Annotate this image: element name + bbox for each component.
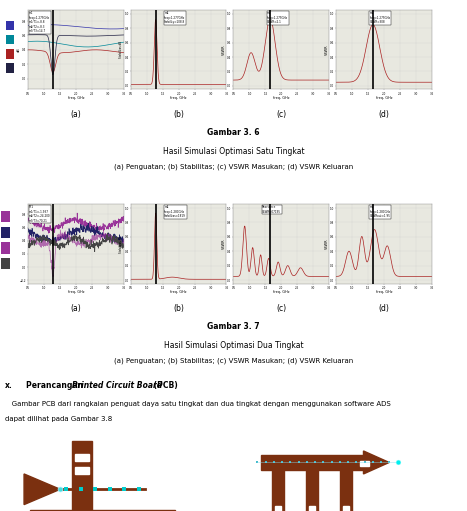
Text: Gambar PCB dari rangkaian penguat daya satu tingkat dan dua tingkat dengan mengg: Gambar PCB dari rangkaian penguat daya s… (5, 401, 390, 407)
Text: Hasil Simulasi Optimasi Dua Tingkat: Hasil Simulasi Optimasi Dua Tingkat (164, 341, 303, 351)
X-axis label: freq, GHz: freq, GHz (376, 290, 392, 294)
Text: Gambar 3. 6: Gambar 3. 6 (207, 128, 260, 137)
Text: Perancangan: Perancangan (26, 381, 85, 390)
X-axis label: freq, GHz: freq, GHz (170, 96, 187, 100)
Text: (c): (c) (276, 110, 286, 119)
X-axis label: freq, GHz: freq, GHz (376, 96, 392, 100)
Text: (b): (b) (173, 110, 184, 119)
Y-axis label: VSWR: VSWR (325, 239, 328, 249)
X-axis label: freq, GHz: freq, GHz (273, 290, 290, 294)
Text: (b): (b) (173, 304, 184, 313)
Text: dapat dilihat pada Gambar 3.8: dapat dilihat pada Gambar 3.8 (5, 416, 112, 423)
Bar (6, 63, 14, 73)
Text: m1
freq=1.275GHz
m1/T1=-8.8
m2/T2=-8.3
m3/T3=14.7: m1 freq=1.275GHz m1/T1=-8.8 m2/T2=-8.3 m… (29, 11, 50, 33)
Bar (343, 505, 349, 511)
Text: Reactance
VSWR=07195: Reactance VSWR=07195 (262, 205, 281, 214)
Bar (261, 455, 363, 470)
Bar (72, 442, 92, 511)
Text: Gambar 3. 7: Gambar 3. 7 (207, 322, 260, 331)
Y-axis label: dB: dB (16, 48, 20, 52)
Bar (30, 510, 175, 511)
Text: PT1
m1/T1=-1.937
m2/T2=-24.200
m3/T3=70.21: PT1 m1/T1=-1.937 m2/T2=-24.200 m3/T3=70.… (29, 205, 50, 223)
X-axis label: freq, GHz: freq, GHz (273, 96, 290, 100)
X-axis label: freq, GHz: freq, GHz (170, 290, 187, 294)
Y-axis label: Stabilitas dB: Stabilitas dB (119, 236, 123, 252)
X-axis label: freq, GHz: freq, GHz (68, 96, 84, 100)
Bar (309, 505, 315, 511)
Bar (75, 454, 89, 460)
Bar (6, 20, 14, 30)
Text: (a): (a) (71, 110, 81, 119)
Text: Hasil Simulasi Optimasi Satu Tingkat: Hasil Simulasi Optimasi Satu Tingkat (163, 147, 304, 156)
X-axis label: freq, GHz: freq, GHz (68, 290, 84, 294)
Text: m4
freq=1.280GHz
Stabilitas=1819: m4 freq=1.280GHz Stabilitas=1819 (164, 205, 186, 218)
Polygon shape (24, 474, 60, 504)
Bar (272, 470, 284, 511)
Text: (a) Penguatan; (b) Stabilitas; (c) VSWR Masukan; (d) VSWR Keluaran: (a) Penguatan; (b) Stabilitas; (c) VSWR … (114, 358, 353, 364)
Text: m2
freq=1.280GHz
VSWRout=1.95: m2 freq=1.280GHz VSWRout=1.95 (370, 205, 391, 218)
Bar (1, 258, 10, 269)
Text: (a): (a) (71, 304, 81, 313)
Text: x.: x. (5, 381, 13, 390)
Y-axis label: VSWR: VSWR (325, 44, 328, 55)
Text: (PCB): (PCB) (151, 381, 177, 390)
Text: (d): (d) (379, 304, 389, 313)
Bar (275, 505, 281, 511)
Y-axis label: Stabilitas dB: Stabilitas dB (119, 41, 123, 58)
Polygon shape (363, 451, 389, 474)
Text: m2
freq=1.275GHz
VSWR=2.1: m2 freq=1.275GHz VSWR=2.1 (267, 11, 288, 24)
Bar (75, 467, 89, 474)
Text: (d): (d) (379, 110, 389, 119)
Text: m4
freq=1.277GHz
Stability=108.8: m4 freq=1.277GHz Stability=108.8 (164, 11, 185, 24)
Bar (1, 226, 10, 238)
Text: (a) Penguatan; (b) Stabilitas; (c) VSWR Masukan; (d) VSWR Keluaran: (a) Penguatan; (b) Stabilitas; (c) VSWR … (114, 164, 353, 170)
Bar (1, 242, 10, 253)
Bar (360, 461, 368, 466)
Y-axis label: VSWR: VSWR (222, 239, 226, 249)
Bar (340, 470, 353, 511)
Bar (6, 35, 14, 44)
Y-axis label: VSWR: VSWR (222, 44, 226, 55)
Text: Printed Circuit Board: Printed Circuit Board (72, 381, 163, 390)
Text: (c): (c) (276, 304, 286, 313)
Text: m4
freq=1.275GHz
VSWR=308: m4 freq=1.275GHz VSWR=308 (370, 11, 391, 24)
Bar (306, 470, 318, 511)
Bar (6, 49, 14, 59)
Bar (1, 211, 10, 222)
